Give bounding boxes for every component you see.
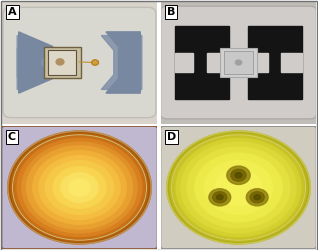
FancyBboxPatch shape (3, 7, 156, 118)
Text: D: D (167, 132, 176, 142)
Bar (48, 50, 76, 75)
Circle shape (14, 136, 145, 239)
Bar (248, 26, 302, 99)
FancyBboxPatch shape (2, 126, 157, 249)
Bar (223, 54, 254, 71)
Text: A: A (8, 7, 17, 18)
Circle shape (11, 134, 148, 242)
Circle shape (176, 138, 301, 236)
Circle shape (215, 169, 262, 206)
Circle shape (22, 142, 137, 233)
Bar (44, 46, 81, 78)
Circle shape (173, 136, 304, 239)
Bar (175, 26, 229, 99)
Circle shape (187, 147, 290, 228)
Circle shape (181, 142, 296, 233)
Polygon shape (17, 48, 45, 77)
Circle shape (209, 189, 231, 206)
FancyBboxPatch shape (161, 6, 316, 119)
Circle shape (195, 153, 282, 222)
FancyBboxPatch shape (161, 126, 316, 249)
Circle shape (92, 60, 99, 65)
Polygon shape (101, 36, 142, 90)
Circle shape (26, 146, 133, 229)
Bar (175, 53, 193, 72)
Circle shape (246, 189, 268, 206)
Circle shape (45, 160, 114, 214)
Bar (248, 53, 268, 72)
Polygon shape (19, 32, 53, 93)
Circle shape (170, 134, 307, 242)
Circle shape (8, 131, 151, 244)
Circle shape (93, 61, 97, 64)
Circle shape (53, 167, 106, 208)
Circle shape (250, 192, 264, 203)
Text: C: C (8, 132, 16, 142)
Circle shape (69, 179, 90, 196)
Circle shape (17, 138, 142, 236)
Polygon shape (106, 32, 140, 93)
Bar (207, 53, 229, 72)
Circle shape (56, 59, 64, 65)
Circle shape (33, 151, 126, 224)
Circle shape (167, 131, 310, 244)
Circle shape (204, 160, 273, 214)
Circle shape (235, 60, 242, 65)
Circle shape (61, 173, 98, 202)
Circle shape (39, 156, 120, 219)
Circle shape (235, 172, 242, 178)
Bar (225, 52, 252, 74)
Circle shape (254, 195, 260, 200)
Circle shape (227, 166, 250, 184)
Bar (220, 48, 257, 77)
Polygon shape (17, 36, 58, 90)
Circle shape (231, 169, 246, 181)
Circle shape (213, 192, 227, 203)
Bar (280, 53, 302, 72)
Text: B: B (167, 7, 175, 18)
Circle shape (217, 195, 223, 200)
